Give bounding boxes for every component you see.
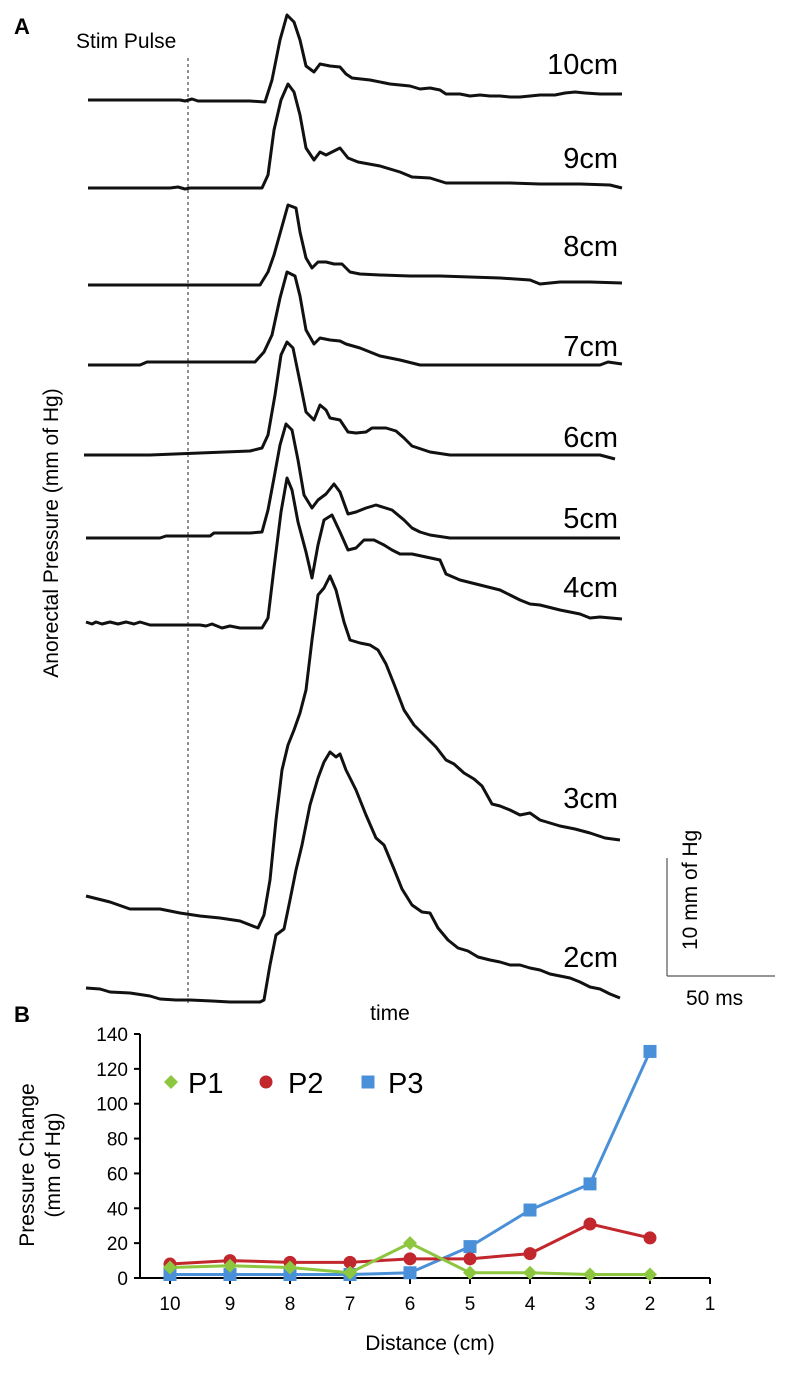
legend: P1 P2 P3 <box>164 1068 423 1100</box>
x-tick-label: 3 <box>585 1294 596 1315</box>
x-tick-label: 9 <box>225 1294 236 1315</box>
trace-4cm <box>85 476 623 630</box>
y-tick-label: 0 <box>117 1269 128 1290</box>
data-point-p2 <box>463 1252 477 1266</box>
data-point-p1 <box>163 1260 177 1275</box>
trace-9cm <box>88 82 623 191</box>
x-tick-label: 6 <box>405 1294 416 1315</box>
trace-6cm <box>84 340 616 461</box>
x-tick-label: 7 <box>345 1294 356 1315</box>
panel-b-series <box>163 1044 657 1282</box>
x-tick-label: 5 <box>465 1294 476 1315</box>
x-tick-label: 8 <box>285 1294 296 1315</box>
trace-5cm <box>86 422 620 540</box>
trace-8cm <box>88 203 623 287</box>
data-point-p1 <box>523 1265 537 1280</box>
data-point-p3 <box>643 1044 657 1058</box>
data-point-p3 <box>463 1240 477 1254</box>
legend-label-p1: P1 <box>188 1068 223 1100</box>
y-tick-label: 40 <box>107 1199 128 1220</box>
panel-b-label: B <box>14 1002 30 1027</box>
legend-marker-p1 <box>164 1075 178 1089</box>
panel-a-xlabel: time <box>370 1002 410 1025</box>
trace-2cm <box>85 750 621 1004</box>
y-tick-label: 100 <box>96 1095 128 1116</box>
panel-a-ylabel: Anorectal Pressure (mm of Hg) <box>40 388 63 677</box>
legend-marker-p2 <box>259 1075 273 1089</box>
y-tick-label: 60 <box>107 1164 128 1185</box>
panel-a-label: A <box>14 14 30 39</box>
panel-a: A Stim Pulse Anorectal Pressure (mm of H… <box>14 13 775 1025</box>
data-point-p1 <box>463 1265 477 1280</box>
data-point-p1 <box>583 1267 597 1282</box>
data-point-p2 <box>403 1252 417 1266</box>
data-point-p2 <box>523 1247 537 1261</box>
data-point-p2 <box>343 1255 357 1269</box>
data-point-p1 <box>223 1258 237 1273</box>
panel-b: B Pressure Change (mm of Hg) 0 20 40 60 80 10… <box>14 1002 715 1355</box>
data-point-p1 <box>343 1265 357 1280</box>
data-point-p3 <box>583 1177 597 1191</box>
x-tick-label: 2 <box>645 1294 656 1315</box>
scale-bar-y-label: 10 mm of Hg <box>679 830 702 950</box>
data-point-p3 <box>523 1203 537 1217</box>
panel-b-xlabel: Distance (cm) <box>365 1332 495 1355</box>
data-point-p3 <box>223 1268 237 1282</box>
stim-pulse-label: Stim Pulse <box>76 30 176 53</box>
data-point-p1 <box>403 1236 417 1251</box>
y-tick-label: 140 <box>96 1025 128 1046</box>
trace-label-8cm: 8cm <box>563 231 618 263</box>
data-point-p2 <box>583 1217 597 1231</box>
x-tick-label: 1 <box>705 1294 716 1315</box>
trace-7cm <box>88 270 623 367</box>
data-point-p1 <box>283 1260 297 1275</box>
trace-label-5cm: 5cm <box>563 503 618 535</box>
panel-b-ylabel-line2: (mm of Hg) <box>42 1113 65 1218</box>
data-point-p2 <box>643 1231 657 1245</box>
legend-marker-p3 <box>361 1075 375 1089</box>
trace-3cm <box>85 574 621 930</box>
trace-label-10cm: 10cm <box>547 49 618 81</box>
trace-label-9cm: 9cm <box>563 143 618 175</box>
panel-b-ylabel-line1: Pressure Change <box>16 1083 39 1246</box>
y-tick-label: 120 <box>96 1060 128 1081</box>
x-tick-label: 4 <box>525 1294 536 1315</box>
trace-label-7cm: 7cm <box>563 331 618 363</box>
trace-label-6cm: 6cm <box>563 422 618 454</box>
legend-label-p3: P3 <box>388 1068 423 1100</box>
data-point-p1 <box>643 1267 657 1282</box>
data-point-p3 <box>403 1266 417 1280</box>
trace-label-3cm: 3cm <box>563 783 618 815</box>
y-tick-label: 80 <box>107 1130 128 1151</box>
scale-bar-x-label: 50 ms <box>686 987 743 1010</box>
trace-label-4cm: 4cm <box>563 572 618 604</box>
y-tick-label: 20 <box>107 1234 128 1255</box>
legend-label-p2: P2 <box>288 1068 323 1100</box>
trace-label-2cm: 2cm <box>563 942 618 974</box>
trace-10cm <box>88 13 622 104</box>
x-tick-label: 10 <box>159 1294 180 1315</box>
